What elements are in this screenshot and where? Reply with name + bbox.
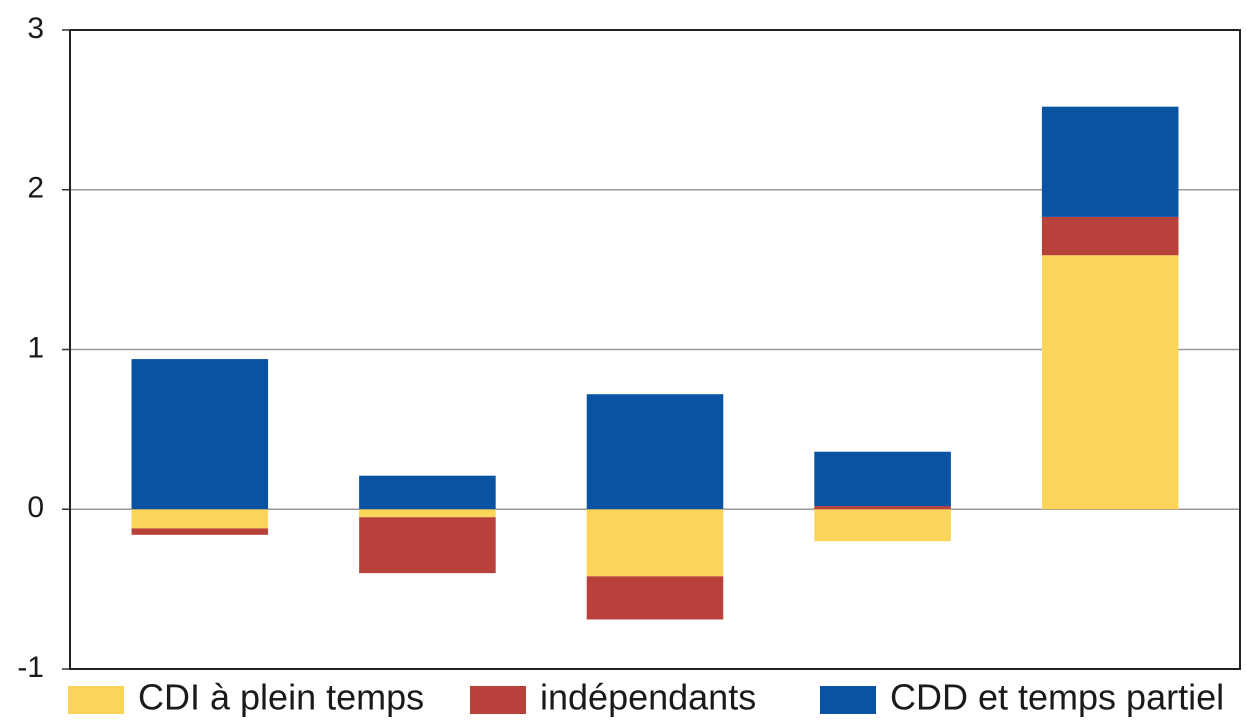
- bar-segment: [814, 451, 951, 507]
- legend-swatch: [68, 686, 124, 714]
- bar-segment: [131, 359, 269, 510]
- bar-segment: [131, 509, 269, 529]
- bar-segment: [359, 509, 496, 518]
- bar-segment: [586, 394, 724, 510]
- y-tick-label: 3: [27, 12, 44, 45]
- bar-segment: [814, 506, 951, 510]
- y-tick-label: 0: [27, 491, 44, 524]
- bar-segment: [1041, 106, 1179, 217]
- legend-label: CDD et temps partiel: [890, 677, 1224, 718]
- legend-swatch: [470, 686, 526, 714]
- y-tick-label: -1: [17, 651, 44, 684]
- bar-segment: [359, 475, 496, 510]
- bar-segment: [586, 576, 724, 620]
- bar-segment: [1041, 255, 1179, 510]
- legend-label: indépendants: [540, 677, 756, 718]
- legend-swatch: [820, 686, 876, 714]
- legend-label: CDI à plein temps: [138, 677, 424, 718]
- plot-frame: [69, 29, 1241, 670]
- bar-segment: [131, 528, 269, 535]
- y-tick-label: 1: [27, 331, 44, 364]
- bar-segment: [1041, 216, 1179, 256]
- bar-segment: [586, 509, 724, 577]
- y-tick-label: 2: [27, 172, 44, 205]
- bar-segment: [814, 509, 951, 542]
- bar-segment: [359, 517, 496, 574]
